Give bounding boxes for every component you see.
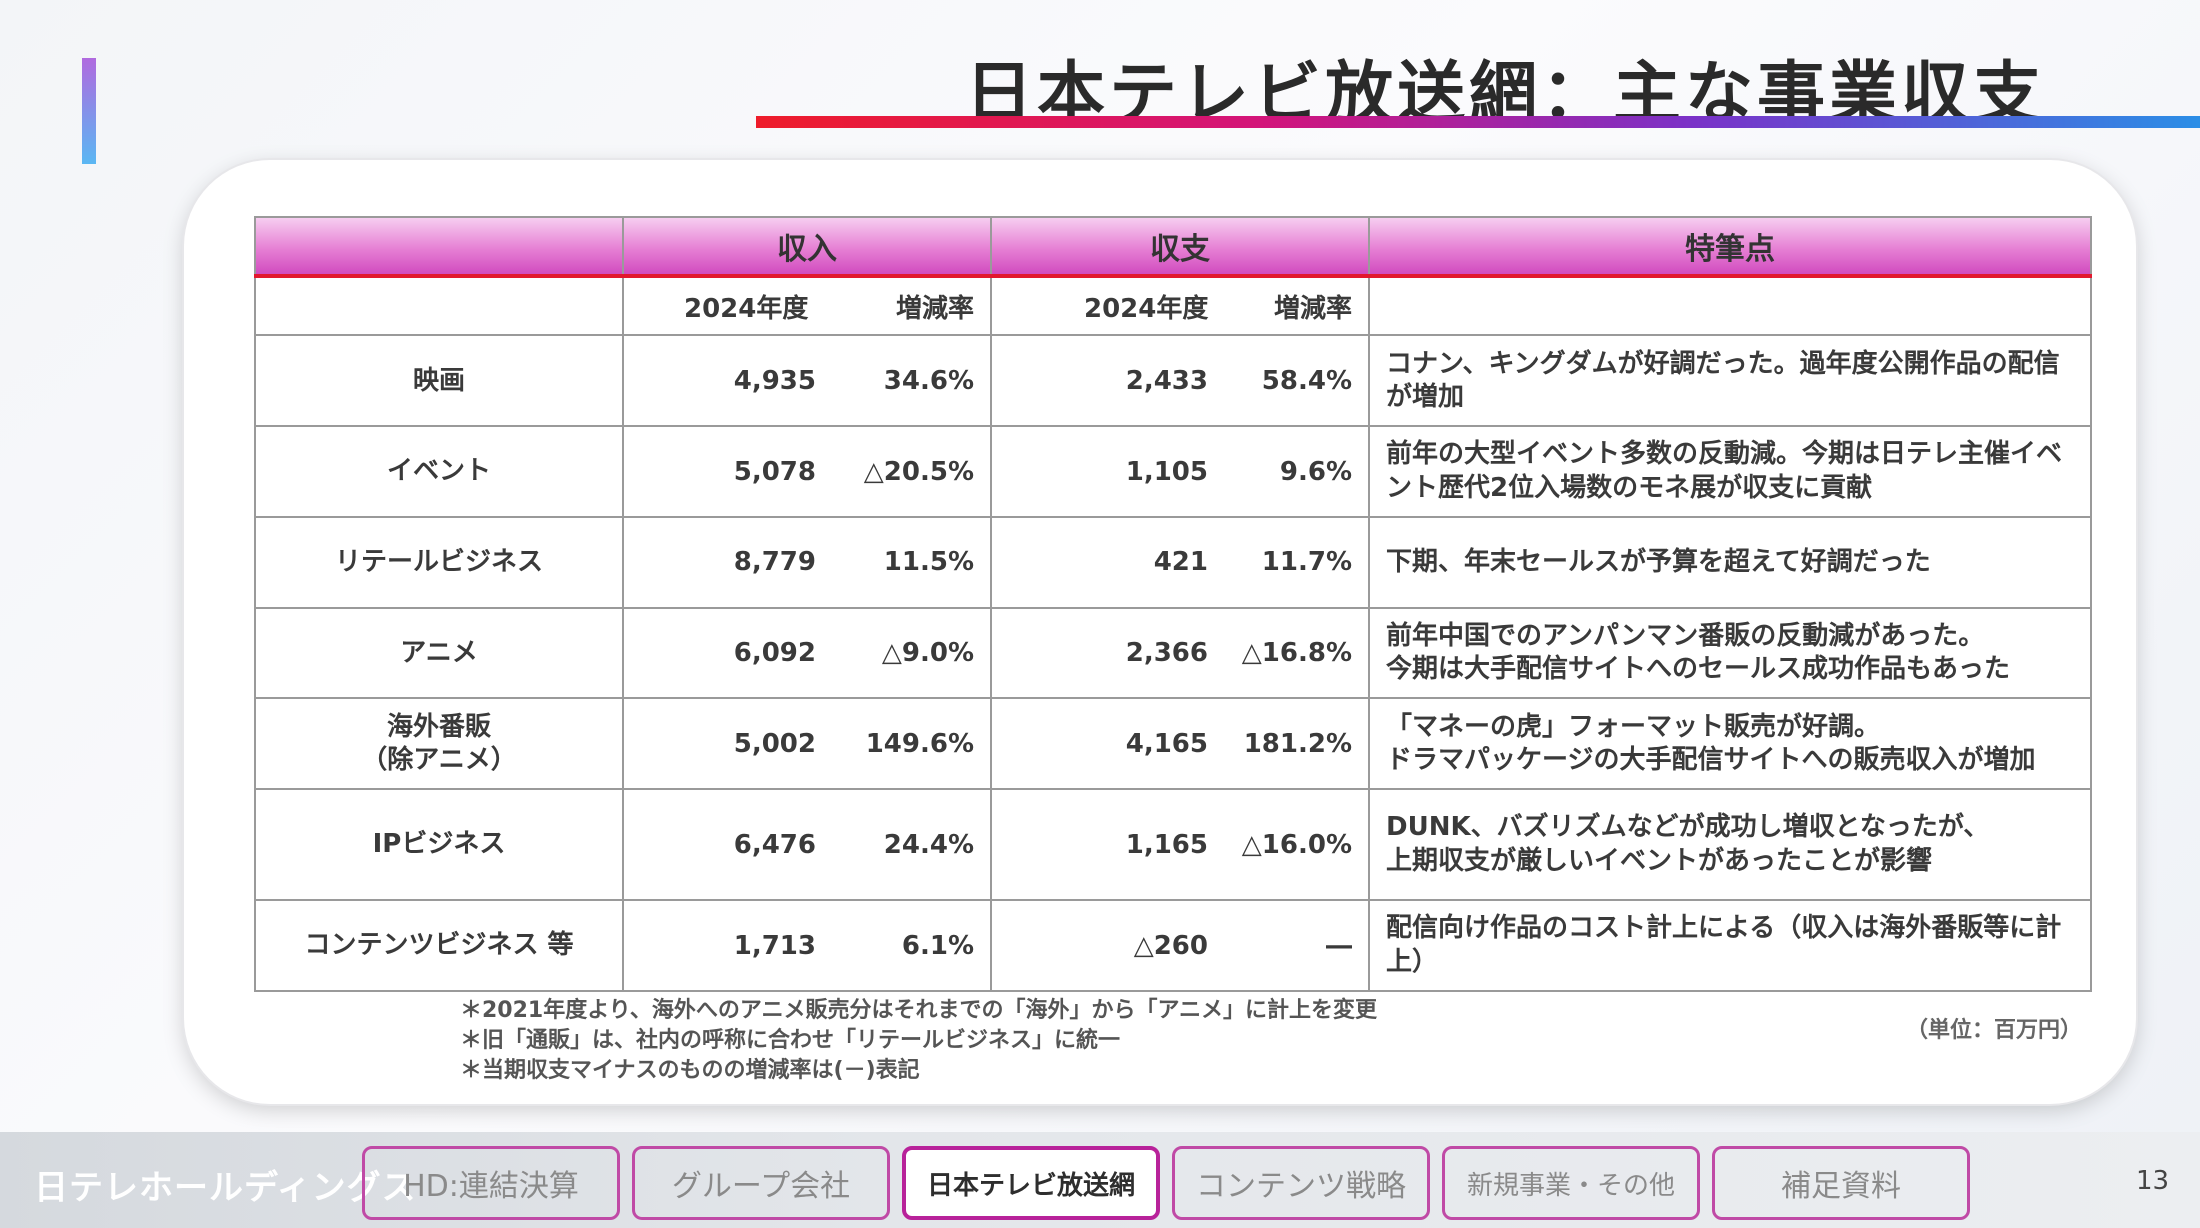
row-category: コンテンツビジネス 等 [254, 899, 624, 992]
subheader-remarks [1368, 274, 2092, 337]
footnote: ＊当期収支マイナスのものの増減率は(－)表記 [460, 1058, 920, 1083]
tab-group-companies[interactable]: グループ会社 [632, 1146, 890, 1220]
unit-label: （単位：百万円） [1906, 1018, 2083, 1043]
balance-value: 1,165 [1125, 829, 1208, 860]
row-category: リテールビジネス [254, 515, 624, 609]
revenue-value: 1,713 [733, 930, 816, 961]
tab-new-business[interactable]: 新規事業・その他 [1442, 1146, 1700, 1220]
revenue-rate-label: 増減率 [895, 293, 974, 324]
revenue-value-cell: 6,476 24.4% [622, 788, 992, 902]
balance-value-cell: 2,433 58.4% [990, 334, 1370, 428]
row-remark: 前年中国でのアンパンマン番販の反動減があった。 今期は大手配信サイトへのセールス… [1368, 606, 2092, 700]
row-category: イベント [254, 425, 624, 518]
revenue-rate: △20.5% [863, 456, 974, 487]
revenue-value: 6,476 [733, 829, 816, 860]
balance-rate-label: 増減率 [1273, 293, 1352, 324]
revenue-rate: 11.5% [883, 547, 974, 578]
row-category: 映画 [254, 334, 624, 428]
revenue-value: 6,092 [733, 638, 816, 669]
tab-content-strategy[interactable]: コンテンツ戦略 [1172, 1146, 1430, 1220]
row-category: アニメ [254, 606, 624, 700]
table-row: IPビジネス 6,476 24.4% 1,165 △16.0% DUNK、バズリズムなどが… [254, 788, 2092, 902]
row-remark: コナン、キングダムが好調だった。過年度公開作品の配信が増加 [1368, 334, 2092, 428]
table-row: リテールビジネス 8,779 11.5% 421 11.7% 下期、年末セールスが予算を超… [254, 515, 2092, 609]
revenue-value-cell: 1,713 6.1% [622, 899, 992, 992]
balance-value: 1,105 [1125, 456, 1208, 487]
row-remark: 下期、年末セールスが予算を超えて好調だった [1368, 515, 2092, 609]
balance-rate: ― [1326, 930, 1352, 961]
table-row: 映画 4,935 34.6% 2,433 58.4% コナン、キングダムが好調だった。過年… [254, 334, 2092, 428]
balance-rate: △16.0% [1241, 829, 1352, 860]
revenue-year-label: 2024年度 [684, 293, 809, 324]
revenue-rate: 6.1% [901, 930, 974, 961]
row-remark: 前年の大型イベント多数の反動減。今期は日テレ主催イベント歴代2位入場数のモネ展が… [1368, 425, 2092, 518]
revenue-value-cell: 5,078 △20.5% [622, 425, 992, 518]
row-remark: 配信向け作品のコスト計上による（収入は海外番販等に計上） [1368, 899, 2092, 992]
tab-supplementary[interactable]: 補足資料 [1712, 1146, 1970, 1220]
accent-bar [82, 58, 96, 164]
tab-hd-results[interactable]: HD:連結決算 [362, 1146, 620, 1220]
revenue-value-cell: 8,779 11.5% [622, 515, 992, 609]
subheader-blank [254, 274, 624, 337]
header-revenue: 収入 [622, 216, 992, 278]
revenue-rate: 24.4% [883, 829, 974, 860]
page-number: 13 [2136, 1166, 2170, 1196]
balance-value: 421 [1153, 547, 1208, 578]
footnote: ＊2021年度より、海外へのアニメ販売分はそれまでの「海外」から「アニメ」に計上… [460, 998, 1378, 1023]
revenue-rate: △9.0% [881, 638, 974, 669]
balance-value-cell: 4,165 181.2% [990, 697, 1370, 791]
balance-value-cell: 1,165 △16.0% [990, 788, 1370, 902]
row-remark: DUNK、バズリズムなどが成功し増収となったが、 上期収支が厳しいイベントがあっ… [1368, 788, 2092, 902]
balance-rate: 9.6% [1279, 456, 1352, 487]
header-balance: 収支 [990, 216, 1370, 278]
balance-value-cell: 1,105 9.6% [990, 425, 1370, 518]
footnotes: ＊2021年度より、海外へのアニメ販売分はそれまでの「海外」から「アニメ」に計上… [460, 996, 1377, 1086]
subheader-revenue: 2024年度 増減率 [622, 274, 992, 337]
business-table: 収入 収支 特筆点 2024年度 増減率 2024年度 増減率 映画 4,935 3… [254, 216, 2092, 992]
title-underline [756, 116, 2200, 128]
balance-rate: 181.2% [1243, 728, 1352, 759]
revenue-value: 5,078 [733, 456, 816, 487]
balance-rate: 58.4% [1261, 365, 1352, 396]
revenue-value-cell: 4,935 34.6% [622, 334, 992, 428]
table-row: アニメ 6,092 △9.0% 2,366 △16.8% 前年中国でのアンパンマン番販の反… [254, 606, 2092, 700]
table-row: 海外番販 （除アニメ） 5,002 149.6% 4,165 181.2% 「マネーの虎」… [254, 697, 2092, 791]
revenue-value: 4,935 [733, 365, 816, 396]
balance-value: 4,165 [1125, 728, 1208, 759]
row-remark: 「マネーの虎」フォーマット販売が好調。 ドラマパッケージの大手配信サイトへの販売… [1368, 697, 2092, 791]
table-row: イベント 5,078 △20.5% 1,105 9.6% 前年の大型イベント多数の反動減。… [254, 425, 2092, 518]
table-row: コンテンツビジネス 等 1,713 6.1% △260 ― 配信向け作品のコスト計上による… [254, 899, 2092, 992]
revenue-value: 8,779 [733, 547, 816, 578]
balance-year-label: 2024年度 [1084, 293, 1209, 324]
balance-value: 2,433 [1125, 365, 1208, 396]
company-logo: 日テレホールディングス [34, 1168, 417, 1208]
header-blank [254, 216, 624, 278]
row-category: IPビジネス [254, 788, 624, 902]
revenue-rate: 149.6% [865, 728, 974, 759]
balance-rate: △16.8% [1241, 638, 1352, 669]
tab-nippon-tv[interactable]: 日本テレビ放送網 [902, 1146, 1160, 1220]
footnote: ＊旧「通販」は、社内の呼称に合わせ「リテールビジネス」に統一 [460, 1028, 1121, 1053]
subheader-balance: 2024年度 増減率 [990, 274, 1370, 337]
revenue-value-cell: 6,092 △9.0% [622, 606, 992, 700]
balance-rate: 11.7% [1261, 547, 1352, 578]
revenue-rate: 34.6% [883, 365, 974, 396]
balance-value: △260 [1133, 930, 1208, 961]
balance-value: 2,366 [1125, 638, 1208, 669]
revenue-value: 5,002 [733, 728, 816, 759]
balance-value-cell: 421 11.7% [990, 515, 1370, 609]
header-remarks: 特筆点 [1368, 216, 2092, 278]
balance-value-cell: △260 ― [990, 899, 1370, 992]
row-category: 海外番販 （除アニメ） [254, 697, 624, 791]
balance-value-cell: 2,366 △16.8% [990, 606, 1370, 700]
subheader-row: 2024年度 増減率 2024年度 増減率 [254, 274, 2092, 337]
revenue-value-cell: 5,002 149.6% [622, 697, 992, 791]
